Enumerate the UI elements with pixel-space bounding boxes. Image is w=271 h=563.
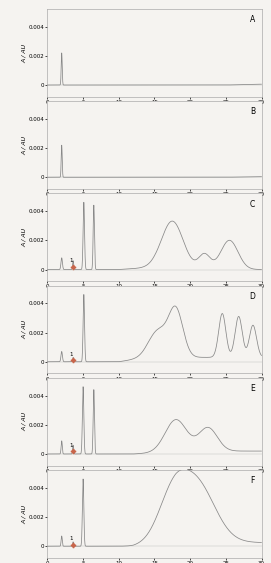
Text: C: C <box>250 200 255 209</box>
X-axis label: t / min: t / min <box>144 199 165 204</box>
Y-axis label: A / AU: A / AU <box>22 227 27 247</box>
Text: A: A <box>250 15 255 24</box>
X-axis label: t / min: t / min <box>144 475 165 480</box>
X-axis label: t / min: t / min <box>144 383 165 388</box>
Y-axis label: A / AU: A / AU <box>22 320 27 339</box>
Text: 1: 1 <box>69 537 73 541</box>
Y-axis label: A / AU: A / AU <box>22 504 27 524</box>
Y-axis label: A / AU: A / AU <box>22 136 27 155</box>
Text: 1: 1 <box>69 258 73 263</box>
Y-axis label: A / AU: A / AU <box>22 43 27 62</box>
X-axis label: t / min: t / min <box>144 291 165 296</box>
Text: E: E <box>250 384 255 393</box>
Text: D: D <box>249 292 255 301</box>
X-axis label: t / min: t / min <box>144 106 165 111</box>
Text: 1: 1 <box>69 352 73 357</box>
Y-axis label: A / AU: A / AU <box>22 412 27 431</box>
Text: F: F <box>251 476 255 485</box>
Text: B: B <box>250 108 255 117</box>
Text: 1: 1 <box>69 443 73 448</box>
